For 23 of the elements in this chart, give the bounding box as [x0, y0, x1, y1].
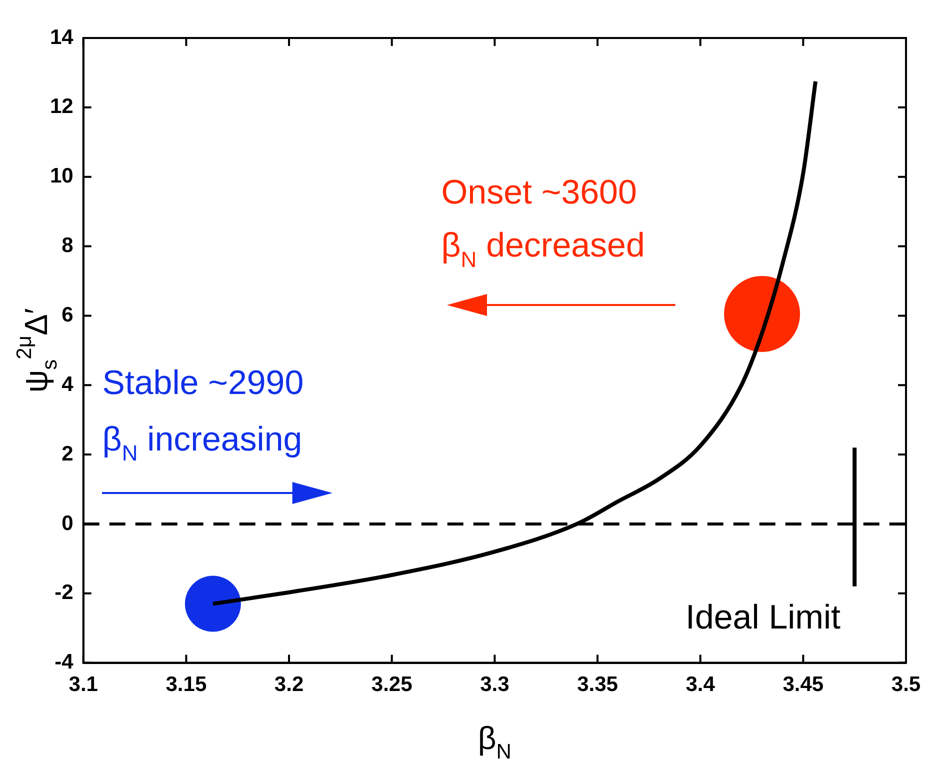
y-axis-title: ψs2μΔ′ — [12, 308, 62, 393]
y-tick-label: -4 — [54, 650, 74, 674]
y-tick-label: 6 — [62, 303, 74, 326]
y-tick-label: 2 — [62, 442, 74, 466]
y-tick-label: 8 — [62, 234, 74, 258]
x-tick-label: 3.45 — [782, 673, 824, 696]
x-tick-label: 3.5 — [891, 673, 921, 696]
y-tick-label: 4 — [62, 372, 74, 396]
x-tick-label: 3.35 — [577, 673, 618, 696]
x-tick-label: 3.1 — [68, 673, 98, 696]
y-tick-label: -2 — [54, 581, 74, 604]
y-tick-label: 10 — [50, 164, 74, 188]
annotation: Onset ~3600 — [441, 174, 637, 212]
y-tick-label: 14 — [50, 26, 74, 49]
y-tick-label: 0 — [62, 512, 74, 535]
x-tick-label: 3.15 — [166, 673, 207, 696]
annotation: Stable ~2990 — [102, 364, 304, 402]
y-tick-label: 12 — [50, 95, 74, 118]
annotation: Ideal Limit — [686, 598, 842, 636]
x-tick-label: 3.3 — [480, 673, 510, 696]
x-tick-label: 3.25 — [371, 673, 413, 696]
x-tick-label: 3.4 — [686, 673, 716, 696]
x-tick-label: 3.2 — [274, 673, 304, 696]
